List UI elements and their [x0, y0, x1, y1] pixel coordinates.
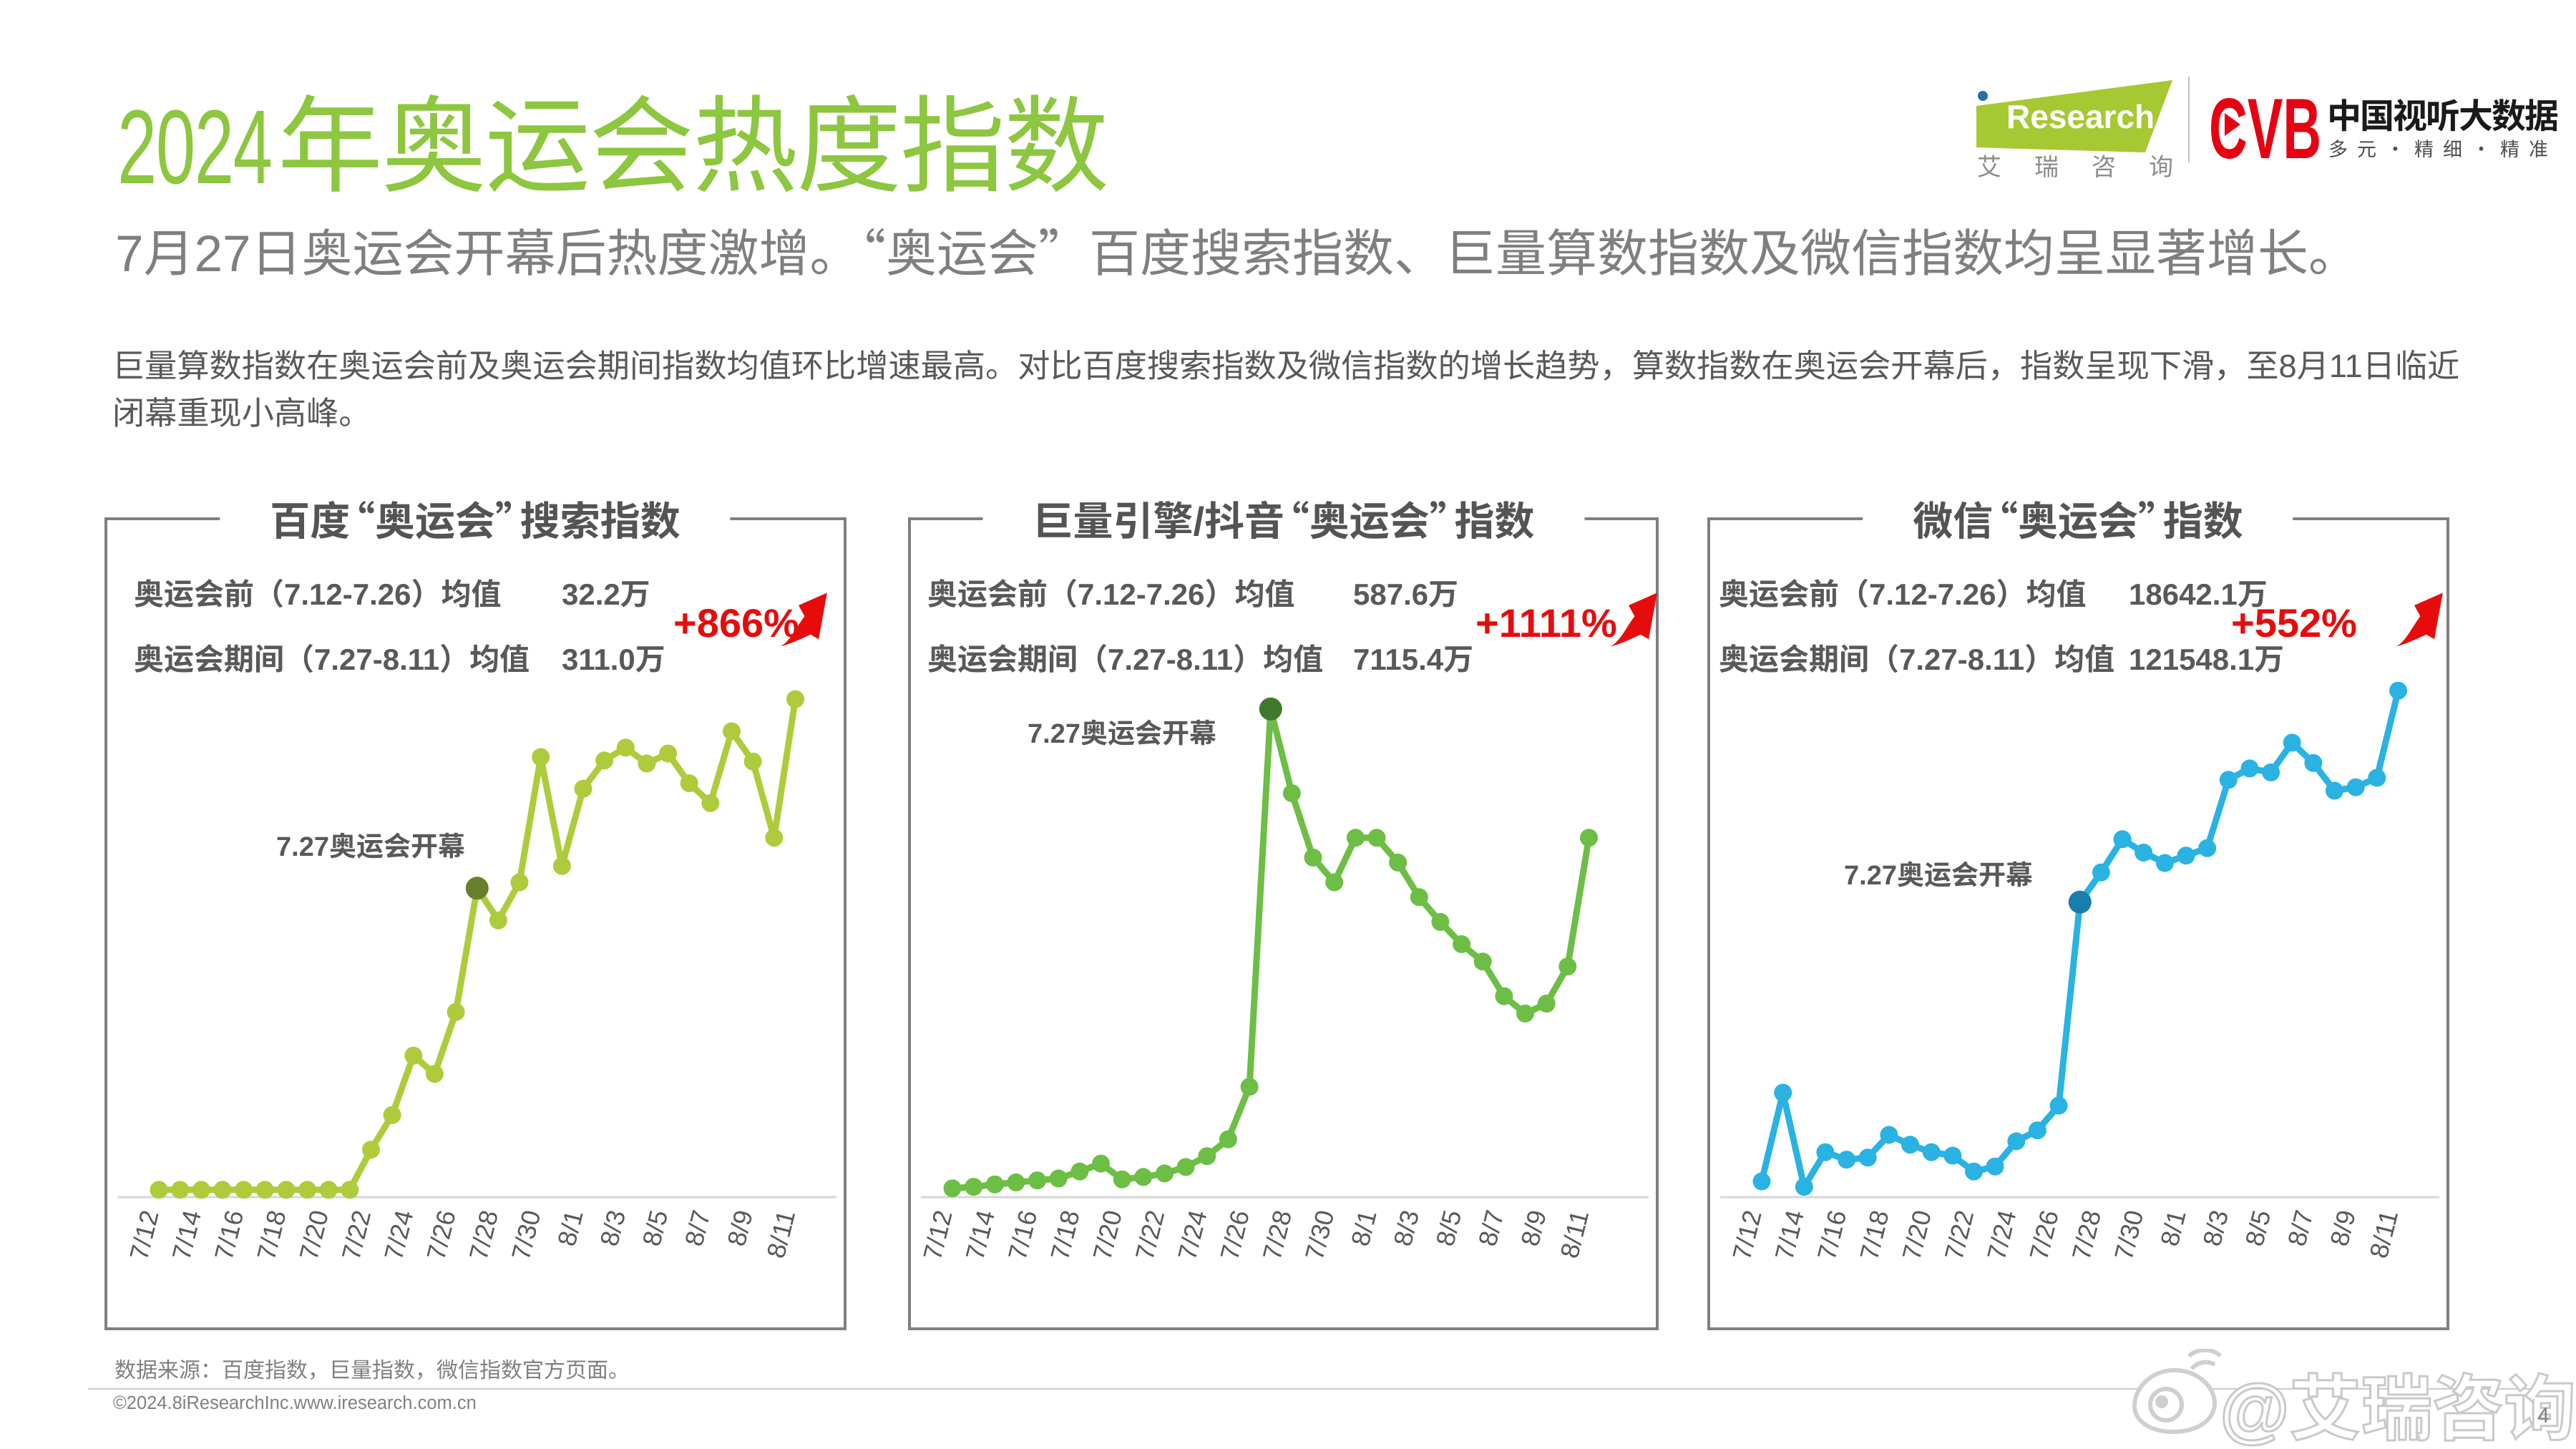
svg-text:7/22: 7/22: [1939, 1207, 1980, 1263]
svg-text:8/7: 8/7: [1473, 1207, 1510, 1249]
svg-text:7/16: 7/16: [1812, 1207, 1853, 1263]
svg-text:8/1: 8/1: [2155, 1207, 2192, 1249]
svg-text:8/1: 8/1: [552, 1207, 589, 1249]
svg-text:7/30: 7/30: [1299, 1207, 1340, 1263]
svg-text:7/30: 7/30: [506, 1207, 547, 1263]
svg-text:7/20: 7/20: [1087, 1207, 1128, 1263]
svg-text:8/11: 8/11: [761, 1207, 801, 1261]
svg-text:8/11: 8/11: [2363, 1207, 2404, 1261]
svg-text:8/9: 8/9: [721, 1207, 758, 1249]
svg-text:7/18: 7/18: [1045, 1207, 1085, 1263]
svg-text:8/1: 8/1: [1345, 1207, 1382, 1249]
svg-text:7/24: 7/24: [1172, 1207, 1213, 1263]
svg-text:7/18: 7/18: [1854, 1207, 1895, 1263]
svg-text:7/14: 7/14: [1769, 1207, 1810, 1263]
svg-text:7/12: 7/12: [124, 1207, 165, 1263]
svg-text:7/14: 7/14: [960, 1207, 1000, 1263]
svg-text:7/16: 7/16: [209, 1207, 250, 1263]
svg-text:8/11: 8/11: [1554, 1207, 1594, 1261]
svg-text:7/12: 7/12: [1727, 1207, 1767, 1263]
svg-text:8/3: 8/3: [1387, 1207, 1425, 1249]
svg-text:7/28: 7/28: [463, 1207, 504, 1263]
svg-text:7/20: 7/20: [293, 1207, 334, 1263]
svg-text:7/24: 7/24: [379, 1207, 419, 1263]
svg-text:7/30: 7/30: [2109, 1207, 2150, 1263]
svg-text:8/9: 8/9: [1515, 1207, 1552, 1249]
svg-text:8/3: 8/3: [594, 1207, 631, 1249]
svg-text:7/12: 7/12: [917, 1207, 958, 1263]
svg-text:7/28: 7/28: [2066, 1207, 2107, 1263]
svg-text:7/26: 7/26: [421, 1207, 462, 1263]
svg-text:8/5: 8/5: [2239, 1207, 2276, 1249]
svg-text:7/20: 7/20: [1896, 1207, 1937, 1263]
svg-text:7/18: 7/18: [251, 1207, 292, 1263]
svg-text:8/3: 8/3: [2197, 1207, 2234, 1249]
svg-text:7/26: 7/26: [2024, 1207, 2064, 1263]
svg-text:7/16: 7/16: [1002, 1207, 1043, 1263]
svg-text:7/26: 7/26: [1214, 1207, 1255, 1263]
svg-text:7/22: 7/22: [336, 1207, 377, 1263]
svg-text:7/28: 7/28: [1257, 1207, 1297, 1263]
svg-text:8/7: 8/7: [2282, 1207, 2319, 1249]
svg-text:7/24: 7/24: [1981, 1207, 2022, 1263]
svg-text:8/9: 8/9: [2324, 1207, 2361, 1249]
svg-text:8/5: 8/5: [636, 1207, 673, 1249]
svg-text:7/14: 7/14: [166, 1207, 207, 1263]
svg-text:7/22: 7/22: [1130, 1207, 1171, 1263]
svg-text:8/7: 8/7: [679, 1207, 716, 1249]
svg-text:8/5: 8/5: [1430, 1207, 1467, 1249]
